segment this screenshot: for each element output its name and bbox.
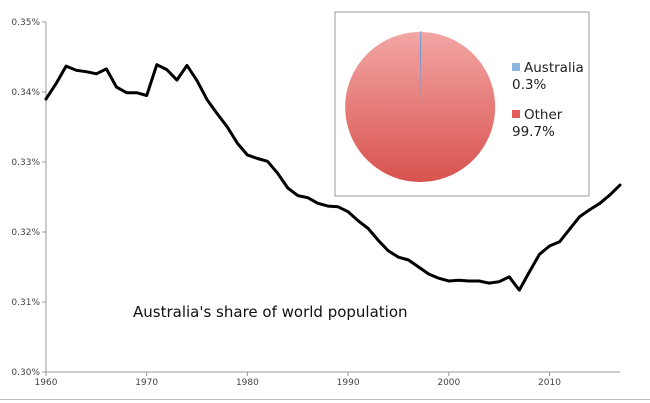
y-tick-label: 0.33% [11,158,40,168]
chart-annotation: Australia's share of world population [133,303,408,321]
bottom-rule [0,399,650,400]
legend-label: Australia [524,60,584,76]
pie-slices [345,31,496,182]
legend-value: 99.7% [512,124,555,140]
x-tick-label: 1970 [135,378,158,388]
y-tick-label: 0.35% [11,18,40,28]
x-tick-label: 2010 [538,378,561,388]
legend-swatch [512,63,520,71]
x-tick-label: 2000 [437,378,460,388]
y-tick-label: 0.30% [11,368,40,378]
x-ticks: 1960 1970 1980 1990 2000 2010 [35,372,561,388]
pie-slice-other [345,32,496,182]
series-line [44,63,622,292]
legend-swatch [512,110,520,118]
line-series [44,63,622,292]
y-tick-label: 0.32% [11,228,40,238]
pie-slice-australia [419,31,422,108]
axes: 0.30%0.31%0.32%0.33%0.34%0.35% 1960 1970 1… [11,18,620,388]
legend-value: 0.3% [512,77,546,93]
y-ticks: 0.30% 0.31% 0.32% 0.33% 0.34% 0.35% [11,18,46,378]
legend-label: Other [524,107,563,123]
x-tick-label: 1980 [236,378,259,388]
y-tick-label: 0.31% [11,298,40,308]
x-tick-label: 1960 [35,378,58,388]
y-tick-label: 0.34% [11,88,40,98]
x-tick-label: 1990 [337,378,360,388]
